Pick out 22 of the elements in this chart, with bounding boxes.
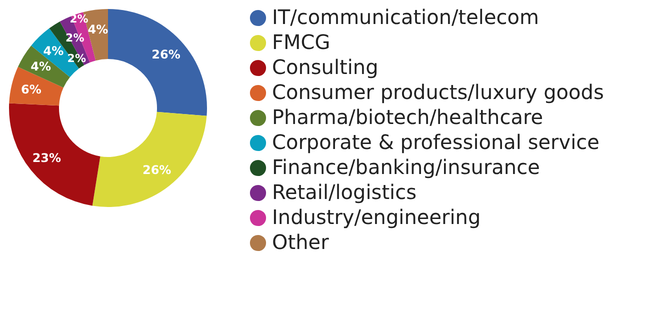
data-label: 4% bbox=[88, 22, 108, 37]
data-label: 4% bbox=[43, 44, 64, 58]
data-label: 2% bbox=[66, 31, 84, 44]
data-label: 2% bbox=[67, 52, 86, 66]
legend-label: FMCG bbox=[272, 30, 330, 54]
data-label: 4% bbox=[30, 59, 52, 74]
data-label: 26% bbox=[142, 163, 172, 178]
data-label: 6% bbox=[21, 82, 42, 96]
legend-label: Pharma/biotech/healthcare bbox=[272, 105, 544, 129]
legend-label: IT/communication/telecom bbox=[272, 5, 539, 29]
legend-label: Consulting bbox=[272, 55, 378, 79]
legend-label: Industry/engineering bbox=[272, 205, 481, 229]
donut-slice bbox=[108, 9, 207, 116]
legend-label: Retail/logistics bbox=[272, 180, 417, 204]
data-label: 26% bbox=[152, 47, 180, 62]
legend-label: Corporate & professional service bbox=[272, 130, 600, 154]
data-label: 23% bbox=[32, 150, 62, 165]
donut-slice bbox=[92, 112, 207, 207]
legend-label: Other bbox=[272, 230, 330, 254]
legend-label: Consumer products/luxury goods bbox=[272, 80, 604, 104]
donut-slice bbox=[9, 103, 100, 206]
legend-label: Finance/banking/insurance bbox=[272, 155, 540, 179]
